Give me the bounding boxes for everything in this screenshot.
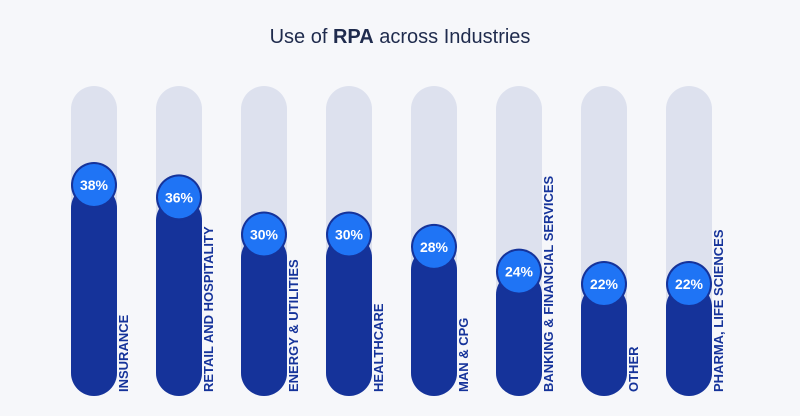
data-label: 22% bbox=[675, 276, 704, 292]
data-label: 30% bbox=[250, 227, 279, 243]
bar bbox=[326, 234, 372, 396]
bar bbox=[496, 271, 542, 396]
bar bbox=[581, 284, 627, 396]
category-label: BANKING & FINANCIAL SERVICES bbox=[541, 175, 556, 392]
value-bubble bbox=[73, 164, 115, 206]
value-bubble bbox=[498, 250, 540, 293]
data-label: 22% bbox=[590, 276, 619, 292]
value-bubble bbox=[668, 263, 710, 306]
category-label: MAN & CPG bbox=[456, 318, 471, 392]
category-label: PHARMA, LIFE SCIENCES bbox=[711, 229, 726, 392]
bar bbox=[241, 234, 287, 396]
value-bubble bbox=[243, 213, 285, 256]
data-label: 36% bbox=[165, 189, 194, 205]
bar bbox=[411, 246, 457, 396]
bar bbox=[666, 284, 712, 396]
data-label: 30% bbox=[335, 227, 364, 243]
chart-title: Use of RPA across Industries bbox=[269, 26, 531, 48]
value-bubble bbox=[328, 213, 370, 256]
category-label: INSURANCE bbox=[116, 314, 131, 392]
category-label: HEALTHCARE bbox=[371, 303, 386, 392]
value-bubble bbox=[583, 263, 625, 306]
bar bbox=[156, 197, 202, 396]
category-label: RETAIL AND HOSPITALITY bbox=[201, 226, 216, 392]
value-bubble bbox=[413, 225, 455, 268]
data-label: 28% bbox=[420, 239, 449, 255]
data-label: 24% bbox=[505, 264, 534, 280]
category-label: ENERGY & UTILITIES bbox=[286, 259, 301, 392]
category-label: OTHER bbox=[626, 346, 641, 392]
bar bbox=[71, 185, 117, 396]
data-label: 38% bbox=[80, 177, 109, 193]
value-bubble bbox=[158, 176, 200, 219]
